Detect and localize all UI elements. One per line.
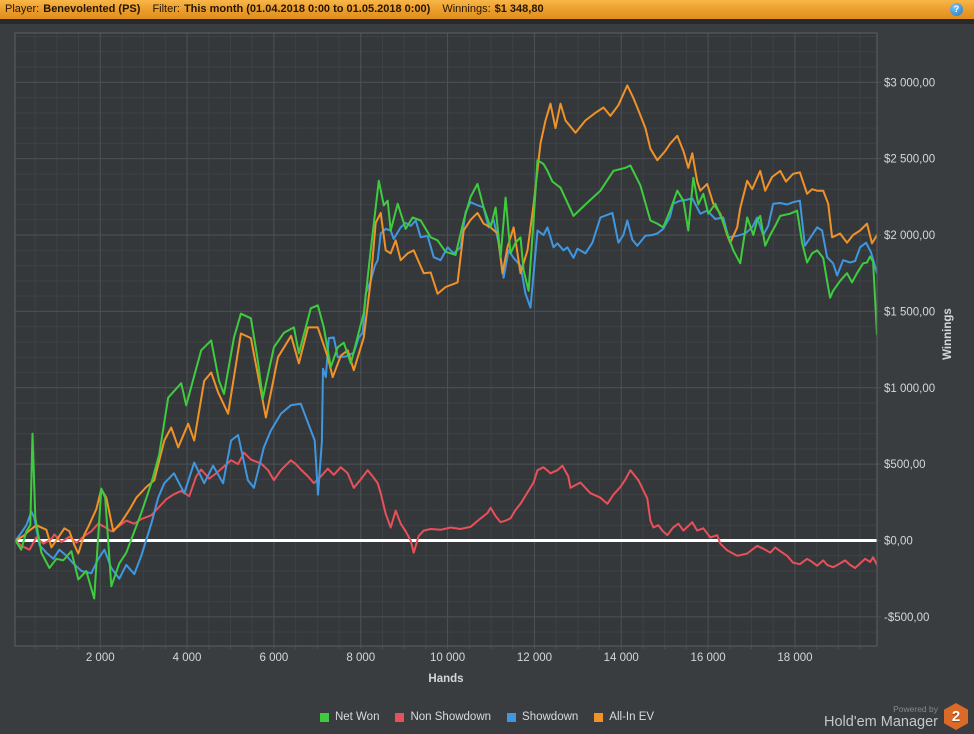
y-tick-label: -$500,00 [884,612,929,624]
plot-background [15,33,877,646]
legend-swatch-icon [507,712,517,722]
legend-item-showdown: Showdown [507,711,578,723]
x-tick-label: 4 000 [173,652,202,664]
legend-swatch-icon [319,712,329,722]
filter-label: Filter: [152,3,180,15]
filter-value: This month (01.04.2018 0:00 to 01.05.201… [183,3,431,15]
y-tick-label: $2 500,00 [884,154,935,166]
x-axis-title: Hands [428,673,463,685]
legend-swatch-icon [594,712,604,722]
hm2-logo-icon: 2 [944,703,968,730]
y-axis-title: Winnings [942,308,954,360]
y-tick-label: $0,00 [884,536,913,548]
series-non-showdown [15,451,877,569]
x-tick-label: 14 000 [604,652,639,664]
powered-by-text: Powered by [893,703,938,714]
grid-minor [15,33,877,646]
status-bar: Player: Benevolented (PS) Filter: This mont… [0,0,974,19]
legend-item-all-in-ev: All-In EV [594,711,654,723]
winnings-value: $1 348,80 [494,3,544,15]
series-net-won [15,159,877,600]
brand-name-text: Hold'em Manager [824,713,938,730]
y-tick-label: $500,00 [884,459,926,471]
player-value: Benevolented (PS) [43,3,141,15]
plot-border [14,32,878,647]
x-tick-label: 12 000 [517,652,552,664]
x-tick-label: 18 000 [777,652,812,664]
x-tick-label: 16 000 [691,652,726,664]
y-tick-label: $1 500,00 [884,306,935,318]
y-tick-label: $2 000,00 [884,230,935,242]
player-label: Player: [5,3,40,15]
y-tick-label: $3 000,00 [884,77,935,89]
x-tick-label: 6 000 [260,652,289,664]
chart-legend: Net Won Non Showdown Showdown All-In EV [0,706,974,728]
legend-item-net-won: Net Won [319,711,380,723]
legend-label: All-In EV [609,711,655,723]
winnings-label: Winnings: [442,3,491,15]
legend-item-non-showdown: Non Showdown [395,711,491,723]
brand-box: Powered by Hold'em Manager 2 [824,703,968,730]
y-axis-labels: $3 000,00 $2 500,00 $2 000,00 $1 500,00 $1 0… [877,77,935,624]
legend-swatch-icon [395,712,405,722]
x-tick-label: 2 000 [86,652,115,664]
y-tick-label: $1 000,00 [884,383,935,395]
x-axis-labels: 2 000 4 000 6 000 8 000 10 000 12 000 14 000 16… [34,646,861,664]
legend-label: Showdown [522,711,579,723]
legend-label: Net Won [334,711,380,723]
series-all-in-ev [15,84,877,555]
help-icon[interactable]: ? [950,3,963,16]
x-tick-label: 10 000 [430,652,465,664]
x-tick-label: 8 000 [346,652,375,664]
topbar-divider [0,19,974,24]
legend-label: Non Showdown [410,711,492,723]
